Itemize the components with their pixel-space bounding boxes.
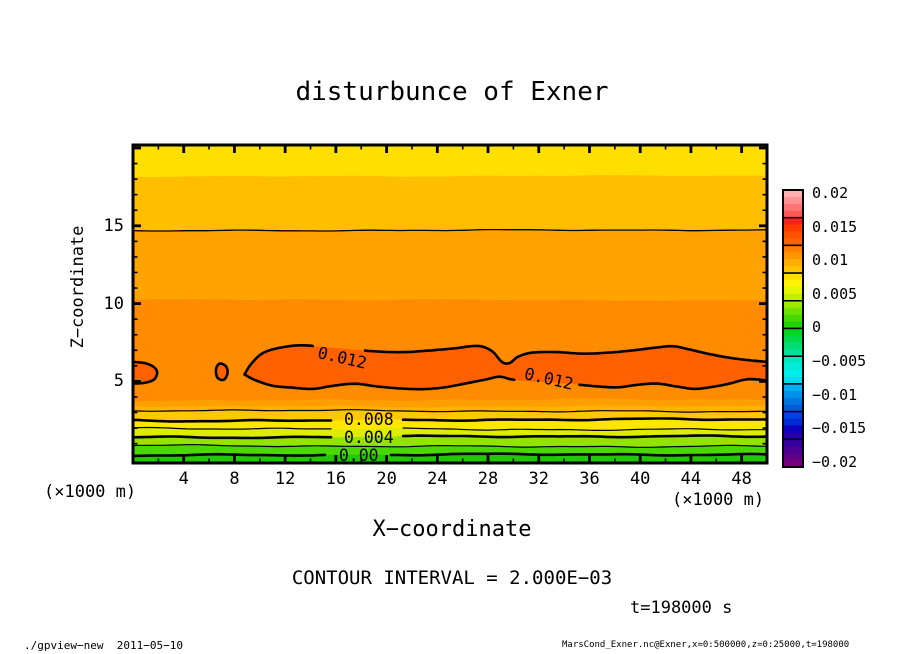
x-axis-unit-label: (×1000 m): [672, 490, 765, 510]
y-axis-label: Z−coordinate: [68, 225, 88, 349]
contour-value-label: 0.004: [344, 428, 394, 447]
contour-value-label: 0.008: [344, 410, 394, 429]
y-axis-unit-label: (×1000 m): [44, 482, 137, 502]
colorbar-tick-label: −0.01: [812, 385, 858, 404]
x-tick-label: 28: [477, 469, 499, 489]
colorbar-tick-label: 0.005: [812, 284, 858, 303]
y-tick-label: 5: [113, 371, 124, 392]
contour-value-label: 0.00: [339, 446, 379, 465]
colorbar-tick-label: −0.015: [812, 419, 867, 438]
x-axis-label: X−coordinate: [372, 517, 532, 542]
contour-interval-note: CONTOUR INTERVAL = 2.000E−03: [291, 567, 613, 589]
x-tick-label: 4: [178, 469, 189, 489]
y-tick-label: 15: [103, 215, 124, 236]
y-tick-label: 10: [103, 293, 124, 314]
time-annotation: t=198000 s: [630, 598, 733, 618]
x-tick-label: 48: [731, 469, 752, 489]
x-tick-label: 20: [376, 469, 397, 489]
colorbar-tick-label: 0.015: [812, 217, 858, 236]
colorbar-tick-label: 0.01: [812, 251, 849, 270]
footer-source-text: MarsCond_Exner.nc@Exner,x=0:500000,z=0:2…: [562, 640, 850, 650]
x-tick-label: 36: [579, 469, 600, 489]
footer-command-text: ./gpview−new 2011−05−10: [24, 639, 183, 652]
x-tick-label: 12: [274, 469, 296, 489]
x-tick-label: 44: [680, 469, 702, 489]
plot-title: disturbunce of Exner: [295, 77, 609, 107]
colorbar: [782, 189, 804, 468]
x-tick-label: 24: [427, 469, 448, 489]
x-tick-label: 16: [325, 469, 347, 489]
colorbar-tick-label: 0.02: [812, 184, 849, 202]
x-tick-label: 32: [528, 469, 549, 489]
x-tick-label: 8: [229, 469, 240, 489]
colorbar-tick-label: 0: [812, 318, 822, 337]
x-tick-label: 40: [629, 469, 651, 489]
colorbar-tick-label: −0.02: [812, 452, 858, 471]
colorbar-tick-label: −0.005: [812, 352, 867, 370]
